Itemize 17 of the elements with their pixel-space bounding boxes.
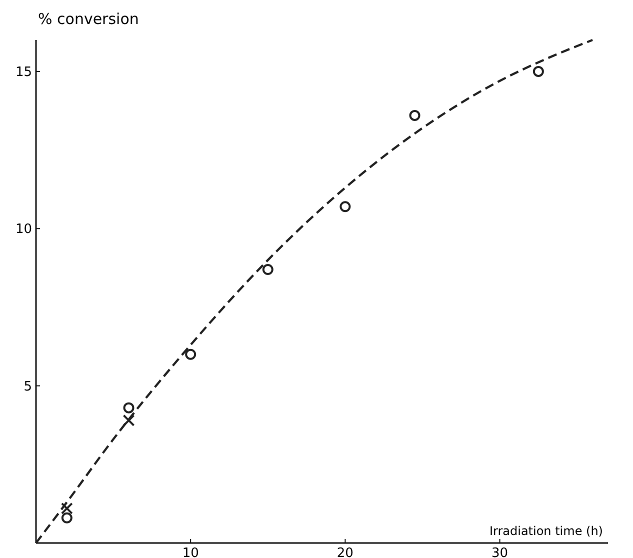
y-tick-label: 10 bbox=[15, 222, 32, 238]
point bbox=[123, 402, 134, 414]
point bbox=[340, 201, 351, 212]
point bbox=[61, 512, 72, 524]
x-tick-label: 10 bbox=[182, 546, 199, 558]
x-tick-label: 20 bbox=[336, 546, 354, 558]
y-axis-title: % conversion bbox=[38, 10, 139, 28]
y-tick-label: 5 bbox=[24, 379, 32, 394]
point bbox=[185, 348, 196, 360]
point bbox=[532, 66, 544, 77]
point bbox=[409, 110, 420, 121]
point bbox=[122, 414, 135, 426]
x-tick-label: 30 bbox=[492, 546, 508, 558]
x-axis-title: Irradiation time (h) bbox=[489, 524, 603, 538]
y-tick-label: 15 bbox=[15, 64, 32, 80]
point bbox=[60, 502, 73, 514]
point bbox=[262, 264, 274, 275]
